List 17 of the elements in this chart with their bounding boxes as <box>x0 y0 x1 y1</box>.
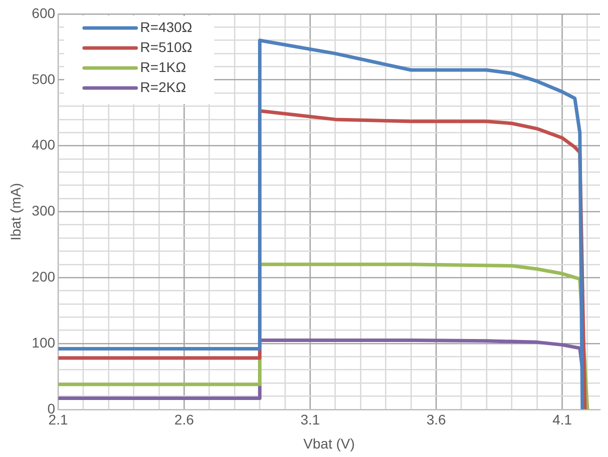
y-tick-label: 0 <box>47 400 56 416</box>
y-tick-label: 500 <box>32 70 56 87</box>
x-tick-label: 3.1 <box>300 412 320 428</box>
y-tick-label: 100 <box>32 334 56 350</box>
x-axis-title: Vbat (V) <box>303 435 355 452</box>
legend-label: R=430Ω <box>140 18 192 35</box>
x-tick-label: 4.1 <box>552 412 572 428</box>
legend-label: R=510Ω <box>140 38 192 55</box>
y-tick-label: 400 <box>32 136 56 153</box>
legend-label: R=1KΩ <box>140 58 186 75</box>
legend-label: R=2KΩ <box>140 78 186 95</box>
y-tick-label: 300 <box>32 202 56 219</box>
y-tick-label: 200 <box>32 268 56 284</box>
y-axis-title: Ibat (mA) <box>7 182 24 240</box>
x-tick-label: 3.6 <box>426 412 446 428</box>
y-tick-label: 600 <box>32 4 56 21</box>
x-tick-label: 2.6 <box>174 412 194 428</box>
